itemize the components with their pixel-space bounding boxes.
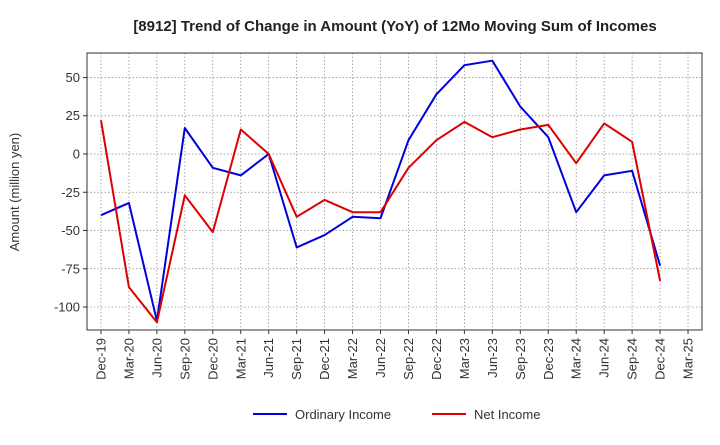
x-tick-label: Mar-22 <box>345 338 360 379</box>
series-line-net-income <box>100 120 662 324</box>
x-tick-label: Sep-24 <box>625 338 640 380</box>
x-tick-label: Sep-20 <box>177 338 192 380</box>
x-tick-label: Mar-24 <box>569 338 584 379</box>
x-tick-label: Sep-23 <box>513 338 528 380</box>
x-tick-label: Mar-25 <box>681 338 696 379</box>
x-tick-label: Mar-21 <box>233 338 248 379</box>
x-tick-label: Dec-19 <box>93 338 108 380</box>
x-tick-label: Dec-20 <box>205 338 220 380</box>
x-tick-label: Jun-20 <box>149 338 164 378</box>
y-tick-label: 0 <box>73 147 80 162</box>
chart-title: [8912] Trend of Change in Amount (YoY) o… <box>133 18 656 35</box>
x-tick-label: Dec-24 <box>653 338 668 380</box>
y-tick-label: -50 <box>61 223 80 238</box>
grid <box>87 53 702 330</box>
y-tick-label: -25 <box>61 185 80 200</box>
legend-label: Net Income <box>474 407 540 422</box>
legend: Ordinary Income Net Income <box>253 407 540 422</box>
x-tick-label: Dec-23 <box>541 338 556 380</box>
legend-label: Ordinary Income <box>295 407 391 422</box>
y-tick-label: 25 <box>66 108 80 123</box>
plot-area-frame <box>86 52 703 331</box>
x-tick-label: Dec-22 <box>429 338 444 380</box>
series-line-ordinary-income <box>100 59 662 322</box>
x-tick-label: Jun-23 <box>485 338 500 378</box>
x-tick-label: Jun-24 <box>597 338 612 378</box>
x-tick-label: Sep-21 <box>289 338 304 380</box>
y-axis-ticks: 50 25 0 -25 -50 -75 -100 <box>54 70 87 315</box>
x-axis-ticks: Dec-19 Mar-20 Jun-20 Sep-20 Dec-20 Mar-21 Jun-… <box>93 330 696 380</box>
x-tick-label: Jun-21 <box>261 338 276 378</box>
y-tick-label: -100 <box>54 300 80 315</box>
y-tick-label: -75 <box>61 261 80 276</box>
y-tick-label: 50 <box>66 70 80 85</box>
y-axis-title: Amount (million yen) <box>7 133 22 252</box>
series <box>100 59 662 324</box>
x-tick-label: Sep-22 <box>401 338 416 380</box>
x-tick-label: Mar-20 <box>121 338 136 379</box>
x-tick-label: Dec-21 <box>317 338 332 380</box>
x-tick-label: Jun-22 <box>373 338 388 378</box>
x-tick-label: Mar-23 <box>457 338 472 379</box>
